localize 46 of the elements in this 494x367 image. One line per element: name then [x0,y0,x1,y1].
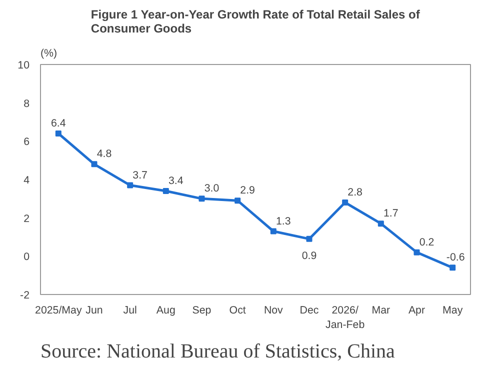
y-tick-label: -2 [20,290,30,302]
data-label: 1.3 [276,215,291,228]
point [414,249,420,256]
x-tick-label: 2025/May [35,304,82,316]
point [450,264,456,271]
y-axis-title: (%) [40,48,58,60]
y-tick-label: 6 [24,136,30,148]
point [342,200,348,206]
x-tick-label: Jun [86,304,103,316]
data-label: 0.9 [302,250,317,262]
data-label: 4.8 [96,148,112,160]
x-tick-label: Nov [264,304,284,316]
y-tick-label: 8 [24,98,30,110]
x-tick-label: Oct [229,304,246,316]
source-note: Source: National Bureau of Statistics, China [40,340,395,362]
data-label: -0.6 [446,252,465,264]
data-label: 3.0 [204,182,220,195]
x-tick-label: Dec [300,304,320,316]
x-tick-label: Mar [372,304,391,316]
point [234,198,241,204]
y-tick-label: 4 [24,174,30,186]
x-tick-label: Apr [408,304,426,316]
point [127,182,134,188]
point [270,228,276,234]
point [162,188,169,194]
x-tick-label: 2026/ Jan-Feb [326,304,365,331]
point [378,220,384,227]
point [55,130,62,136]
data-label: 2.9 [240,184,256,197]
point [306,236,312,242]
data-label: 1.7 [384,208,398,220]
point [198,196,205,202]
data-label: 3.4 [168,175,184,187]
data-label: 2.8 [348,186,363,198]
x-tick-label: Jul [123,304,137,316]
x-tick-label: Aug [156,304,176,316]
chart-title: Figure 1 Year-on-Year Growth Rate of Total Retail Sales of Consumer Goods [90,8,421,36]
x-tick-label: Sep [192,304,212,316]
data-label: 6.4 [51,118,66,130]
y-tick-label: 2 [24,212,30,225]
point [91,161,98,168]
data-label: 0.2 [419,236,434,248]
data-label: 3.7 [132,169,148,182]
x-tick-label: May [442,304,464,316]
y-tick-label: 10 [18,60,30,72]
y-tick-label: 0 [24,251,30,264]
